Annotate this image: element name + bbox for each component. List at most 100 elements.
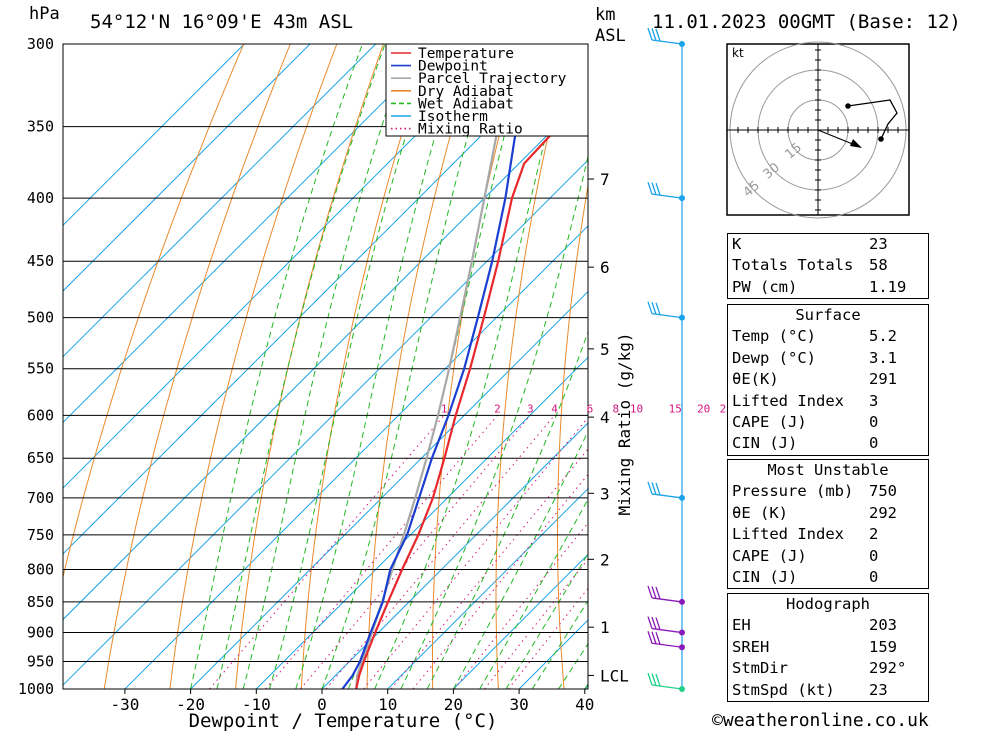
wind-barb-flag bbox=[651, 182, 657, 195]
surface-value: 291 bbox=[869, 370, 897, 389]
height-tick-label: 4 bbox=[600, 408, 610, 427]
wet-adiabat-line bbox=[216, 44, 386, 689]
most-unstable-row: CAPE (J) 0 bbox=[728, 546, 928, 567]
legend-entry: Mixing Ratio bbox=[418, 122, 523, 138]
surface-label: CIN (J) bbox=[732, 434, 798, 453]
hodograph-point bbox=[845, 103, 851, 109]
most-unstable-label: Lifted Index bbox=[732, 525, 844, 544]
wind-barb-shaft bbox=[651, 313, 683, 319]
height-tick-label: 6 bbox=[600, 258, 610, 277]
wet-adiabat-line bbox=[190, 44, 363, 689]
wind-barb-flag bbox=[655, 673, 661, 687]
surface-box: Surface Temp (°C) 5.2 Dewp (°C) 3.1 θE(K) 291… bbox=[727, 304, 929, 456]
surface-value: 0 bbox=[869, 412, 879, 431]
dry-adiabat-line bbox=[988, 44, 1000, 689]
surface-row: CAPE (J) 0 bbox=[728, 412, 928, 433]
pressure-tick-label: 450 bbox=[27, 252, 54, 270]
wet-adiabat-line bbox=[268, 44, 436, 689]
height-unit-asl: ASL bbox=[595, 26, 626, 46]
isotherm-line bbox=[63, 44, 245, 227]
pressure-tick-label: 300 bbox=[27, 35, 54, 53]
dry-adiabat-line bbox=[235, 44, 384, 689]
most-unstable-value: 2 bbox=[869, 525, 879, 544]
wind-barb-flag bbox=[651, 482, 657, 495]
surface-row: Dewp (°C) 3.1 bbox=[728, 348, 928, 369]
indices-box: K 23 Totals Totals 58 PW (cm) 1.19 bbox=[727, 233, 929, 300]
pw-row: PW (cm) 1.19 bbox=[728, 277, 928, 298]
location-title: 54°12'N 16°09'E 43m ASL bbox=[90, 11, 354, 33]
mixing-ratio-value-label: 2 bbox=[494, 402, 501, 415]
wind-barb-shaft bbox=[651, 684, 683, 690]
surface-row: θE(K) 291 bbox=[728, 369, 928, 390]
legend-entry: Isotherm bbox=[418, 109, 488, 125]
hodograph-label: StmDir bbox=[732, 659, 788, 678]
wind-barb-flag bbox=[655, 586, 661, 600]
wet-adiabat-line bbox=[374, 44, 570, 689]
isotherm-line bbox=[63, 44, 311, 292]
mixing-ratio-value-label: 3 bbox=[527, 402, 534, 415]
mixing-ratio-line bbox=[453, 522, 588, 689]
surface-label: θE(K) bbox=[732, 370, 779, 389]
mixing-ratio-value-label: 4 bbox=[551, 402, 558, 415]
wind-barb-flag bbox=[655, 302, 661, 315]
wind-barb-shaft bbox=[651, 493, 683, 499]
pressure-tick-label: 950 bbox=[27, 653, 54, 671]
x-tick-label: -10 bbox=[242, 695, 271, 714]
plot-frame bbox=[62, 43, 589, 690]
pressure-unit-label: hPa bbox=[29, 4, 60, 24]
pressure-tick-label: 800 bbox=[27, 560, 54, 578]
profiles bbox=[341, 44, 588, 689]
isotherm-line bbox=[453, 553, 588, 689]
surface-value: 0 bbox=[869, 434, 879, 453]
dry-adiabat-line bbox=[169, 44, 338, 689]
pressure-tick-label: 500 bbox=[27, 309, 54, 327]
hodograph-row: SREH 159 bbox=[728, 637, 928, 658]
hodograph-row: StmSpd (kt) 23 bbox=[728, 680, 928, 701]
isotherm-line bbox=[63, 44, 508, 489]
most-unstable-label: θE (K) bbox=[732, 503, 788, 522]
wet-adiabat-line bbox=[426, 330, 588, 689]
most-unstable-row: Pressure (mb) 750 bbox=[728, 481, 928, 502]
pw-value: 1.19 bbox=[869, 277, 907, 296]
surface-label: CAPE (J) bbox=[732, 412, 807, 431]
wind-barb-flag bbox=[647, 672, 653, 686]
legend-entry: Wet Adiabat bbox=[418, 96, 514, 112]
surface-row: Temp (°C) 5.2 bbox=[728, 326, 928, 347]
parcel-trajectory-line bbox=[355, 44, 520, 689]
wind-barb-flag bbox=[647, 616, 653, 629]
wind-barb-flag bbox=[655, 182, 661, 196]
height-tick-label: 5 bbox=[600, 340, 610, 359]
wind-barb-flag bbox=[651, 616, 657, 630]
wind-barb-flag bbox=[655, 617, 661, 630]
wind-barb-flag bbox=[647, 27, 653, 41]
legend-entry: Dry Adiabat bbox=[418, 84, 514, 100]
most-unstable-row: Lifted Index 2 bbox=[728, 524, 928, 545]
wind-barb-flag bbox=[651, 301, 657, 315]
storm-motion-arrowhead bbox=[850, 139, 862, 148]
wind-barb-flag bbox=[651, 586, 657, 599]
dry-adiabat-line bbox=[939, 44, 1000, 689]
axes: -30 -20 -10 0 10 20 30 40 Dewpoint / Temperature… bbox=[62, 43, 733, 732]
totals-label: Totals Totals bbox=[732, 256, 854, 275]
wet-adiabat-line bbox=[400, 154, 588, 689]
surface-label: Temp (°C) bbox=[732, 327, 816, 346]
wet-adiabat-line bbox=[242, 44, 410, 689]
pressure-gridlines: 300 350 400 450 500 550 600 650 700 750 800 850 900 9… bbox=[18, 35, 588, 698]
legend-entry: Dewpoint bbox=[418, 59, 488, 75]
isotherm-line bbox=[63, 93, 588, 621]
hodograph-trace bbox=[847, 99, 898, 140]
hodograph-value: 23 bbox=[869, 680, 888, 699]
most-unstable-label: CAPE (J) bbox=[732, 546, 807, 565]
surface-value: 3.1 bbox=[869, 348, 897, 367]
surface-value: 3 bbox=[869, 391, 879, 410]
most-unstable-row: CIN (J) 0 bbox=[728, 567, 928, 588]
x-tick-label: 0 bbox=[317, 695, 327, 714]
wind-barb-shaft bbox=[651, 39, 683, 45]
wet-adiabat-line bbox=[295, 44, 464, 689]
mixing-ratio-value-label: 1 bbox=[441, 402, 448, 415]
mixing-ratio-line bbox=[325, 414, 555, 689]
surface-row: Lifted Index 3 bbox=[728, 391, 928, 412]
x-tick-label: 20 bbox=[444, 695, 463, 714]
most-unstable-value: 292 bbox=[869, 503, 897, 522]
